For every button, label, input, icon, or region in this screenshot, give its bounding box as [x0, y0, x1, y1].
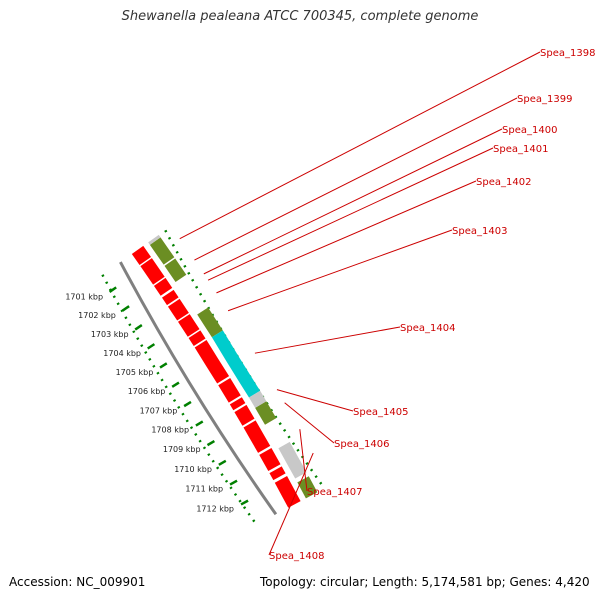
cds-reverse — [164, 258, 187, 283]
backbone — [119, 261, 278, 516]
kbp-tick-label: 1706 kbp — [128, 387, 166, 396]
kbp-tick-mark — [134, 324, 143, 331]
kbp-ruler: 1701 kbp 1702 kbp 1703 kbp 1704 kbp 1705 kbp… — [65, 274, 258, 526]
cds-forward — [229, 397, 246, 411]
inner-tick-track — [164, 229, 326, 490]
gene-label: Spea_1408 — [269, 551, 324, 562]
label-leader-line — [268, 452, 314, 556]
kbp-tick-mark — [218, 459, 227, 466]
cds-forward — [194, 340, 230, 384]
kbp-tick-label: 1704 kbp — [103, 349, 141, 358]
kbp-tick-mark — [195, 420, 204, 427]
cds-forward — [167, 298, 189, 321]
kbp-tick-label: 1712 kbp — [196, 504, 234, 513]
kbp-tick-label: 1702 kbp — [78, 311, 116, 320]
gene-label: Spea_1398 — [540, 48, 595, 59]
cds-forward — [269, 466, 286, 481]
label-leader-line — [216, 180, 477, 294]
cds-forward — [140, 258, 165, 285]
label-leader-line — [207, 147, 494, 281]
cds-highlight — [211, 330, 261, 398]
cds-reverse — [197, 307, 223, 338]
gene-label: Spea_1405 — [353, 407, 408, 418]
gene-label: Spea_1401 — [493, 144, 548, 155]
label-leader-line — [284, 402, 335, 444]
kbp-tick-mark — [229, 479, 238, 486]
kbp-tick-label: 1710 kbp — [174, 465, 212, 474]
label-leader-line — [276, 389, 354, 412]
cds-forward — [153, 277, 173, 296]
kbp-tick-mark — [171, 381, 180, 388]
kbp-tick-mark — [183, 400, 192, 408]
label-leader-line — [179, 51, 541, 240]
kbp-tick-label: 1707 kbp — [140, 406, 178, 415]
feature-other — [148, 234, 161, 245]
kbp-tick-mark — [240, 499, 249, 506]
label-leader-line — [194, 97, 518, 261]
cds-reverse — [255, 401, 277, 425]
summary-text: Topology: circular; Length: 5,174,581 bp… — [260, 575, 590, 589]
kbp-tick-label: 1703 kbp — [91, 330, 129, 339]
gene-labels: Spea_1398 Spea_1399 Spea_1400 Spea_1401 Spea… — [179, 48, 595, 562]
gene-label: Spea_1407 — [307, 487, 362, 498]
cds-reverse — [297, 476, 318, 499]
kbp-tick-label: 1711 kbp — [185, 484, 223, 493]
kbp-tick-label: 1705 kbp — [116, 368, 154, 377]
kbp-tick-label: 1708 kbp — [151, 426, 189, 435]
cds-forward — [259, 448, 281, 472]
cds-forward — [234, 404, 255, 426]
cds-forward — [218, 377, 241, 403]
label-leader-line — [203, 128, 503, 275]
kbp-tick-mark — [159, 362, 168, 369]
gene-label: Spea_1400 — [502, 125, 557, 136]
gene-label: Spea_1406 — [334, 439, 389, 450]
ruler-line — [101, 274, 258, 526]
gene-label: Spea_1402 — [476, 177, 531, 188]
cds-forward — [161, 289, 179, 306]
label-leader-line — [299, 429, 308, 492]
cds-forward — [243, 420, 271, 453]
cds-reverse — [149, 237, 175, 265]
cds-forward — [188, 330, 206, 347]
label-leader-line — [227, 229, 453, 312]
kbp-tick-mark — [108, 286, 117, 293]
map-title: Shewanella pealeana ATCC 700345, complet… — [121, 9, 479, 24]
feature-other — [249, 390, 267, 408]
accession-text: Accession: NC_009901 — [9, 575, 146, 589]
gene-label: Spea_1403 — [452, 226, 507, 237]
kbp-tick-label: 1701 kbp — [65, 293, 103, 302]
feature-other — [278, 441, 307, 479]
kbp-tick-mark — [121, 305, 130, 312]
cds-forward — [131, 245, 152, 265]
cds-forward — [274, 476, 301, 508]
kbp-tick-mark — [147, 343, 156, 350]
label-leader-line — [254, 326, 401, 354]
kbp-tick-label: 1709 kbp — [163, 445, 201, 454]
kbp-tick-mark — [206, 440, 216, 447]
backbone-outer — [119, 261, 278, 516]
gene-label: Spea_1404 — [400, 323, 455, 334]
feature-tracks — [131, 229, 326, 508]
cds-forward — [178, 314, 200, 337]
gene-label: Spea_1399 — [517, 94, 572, 105]
